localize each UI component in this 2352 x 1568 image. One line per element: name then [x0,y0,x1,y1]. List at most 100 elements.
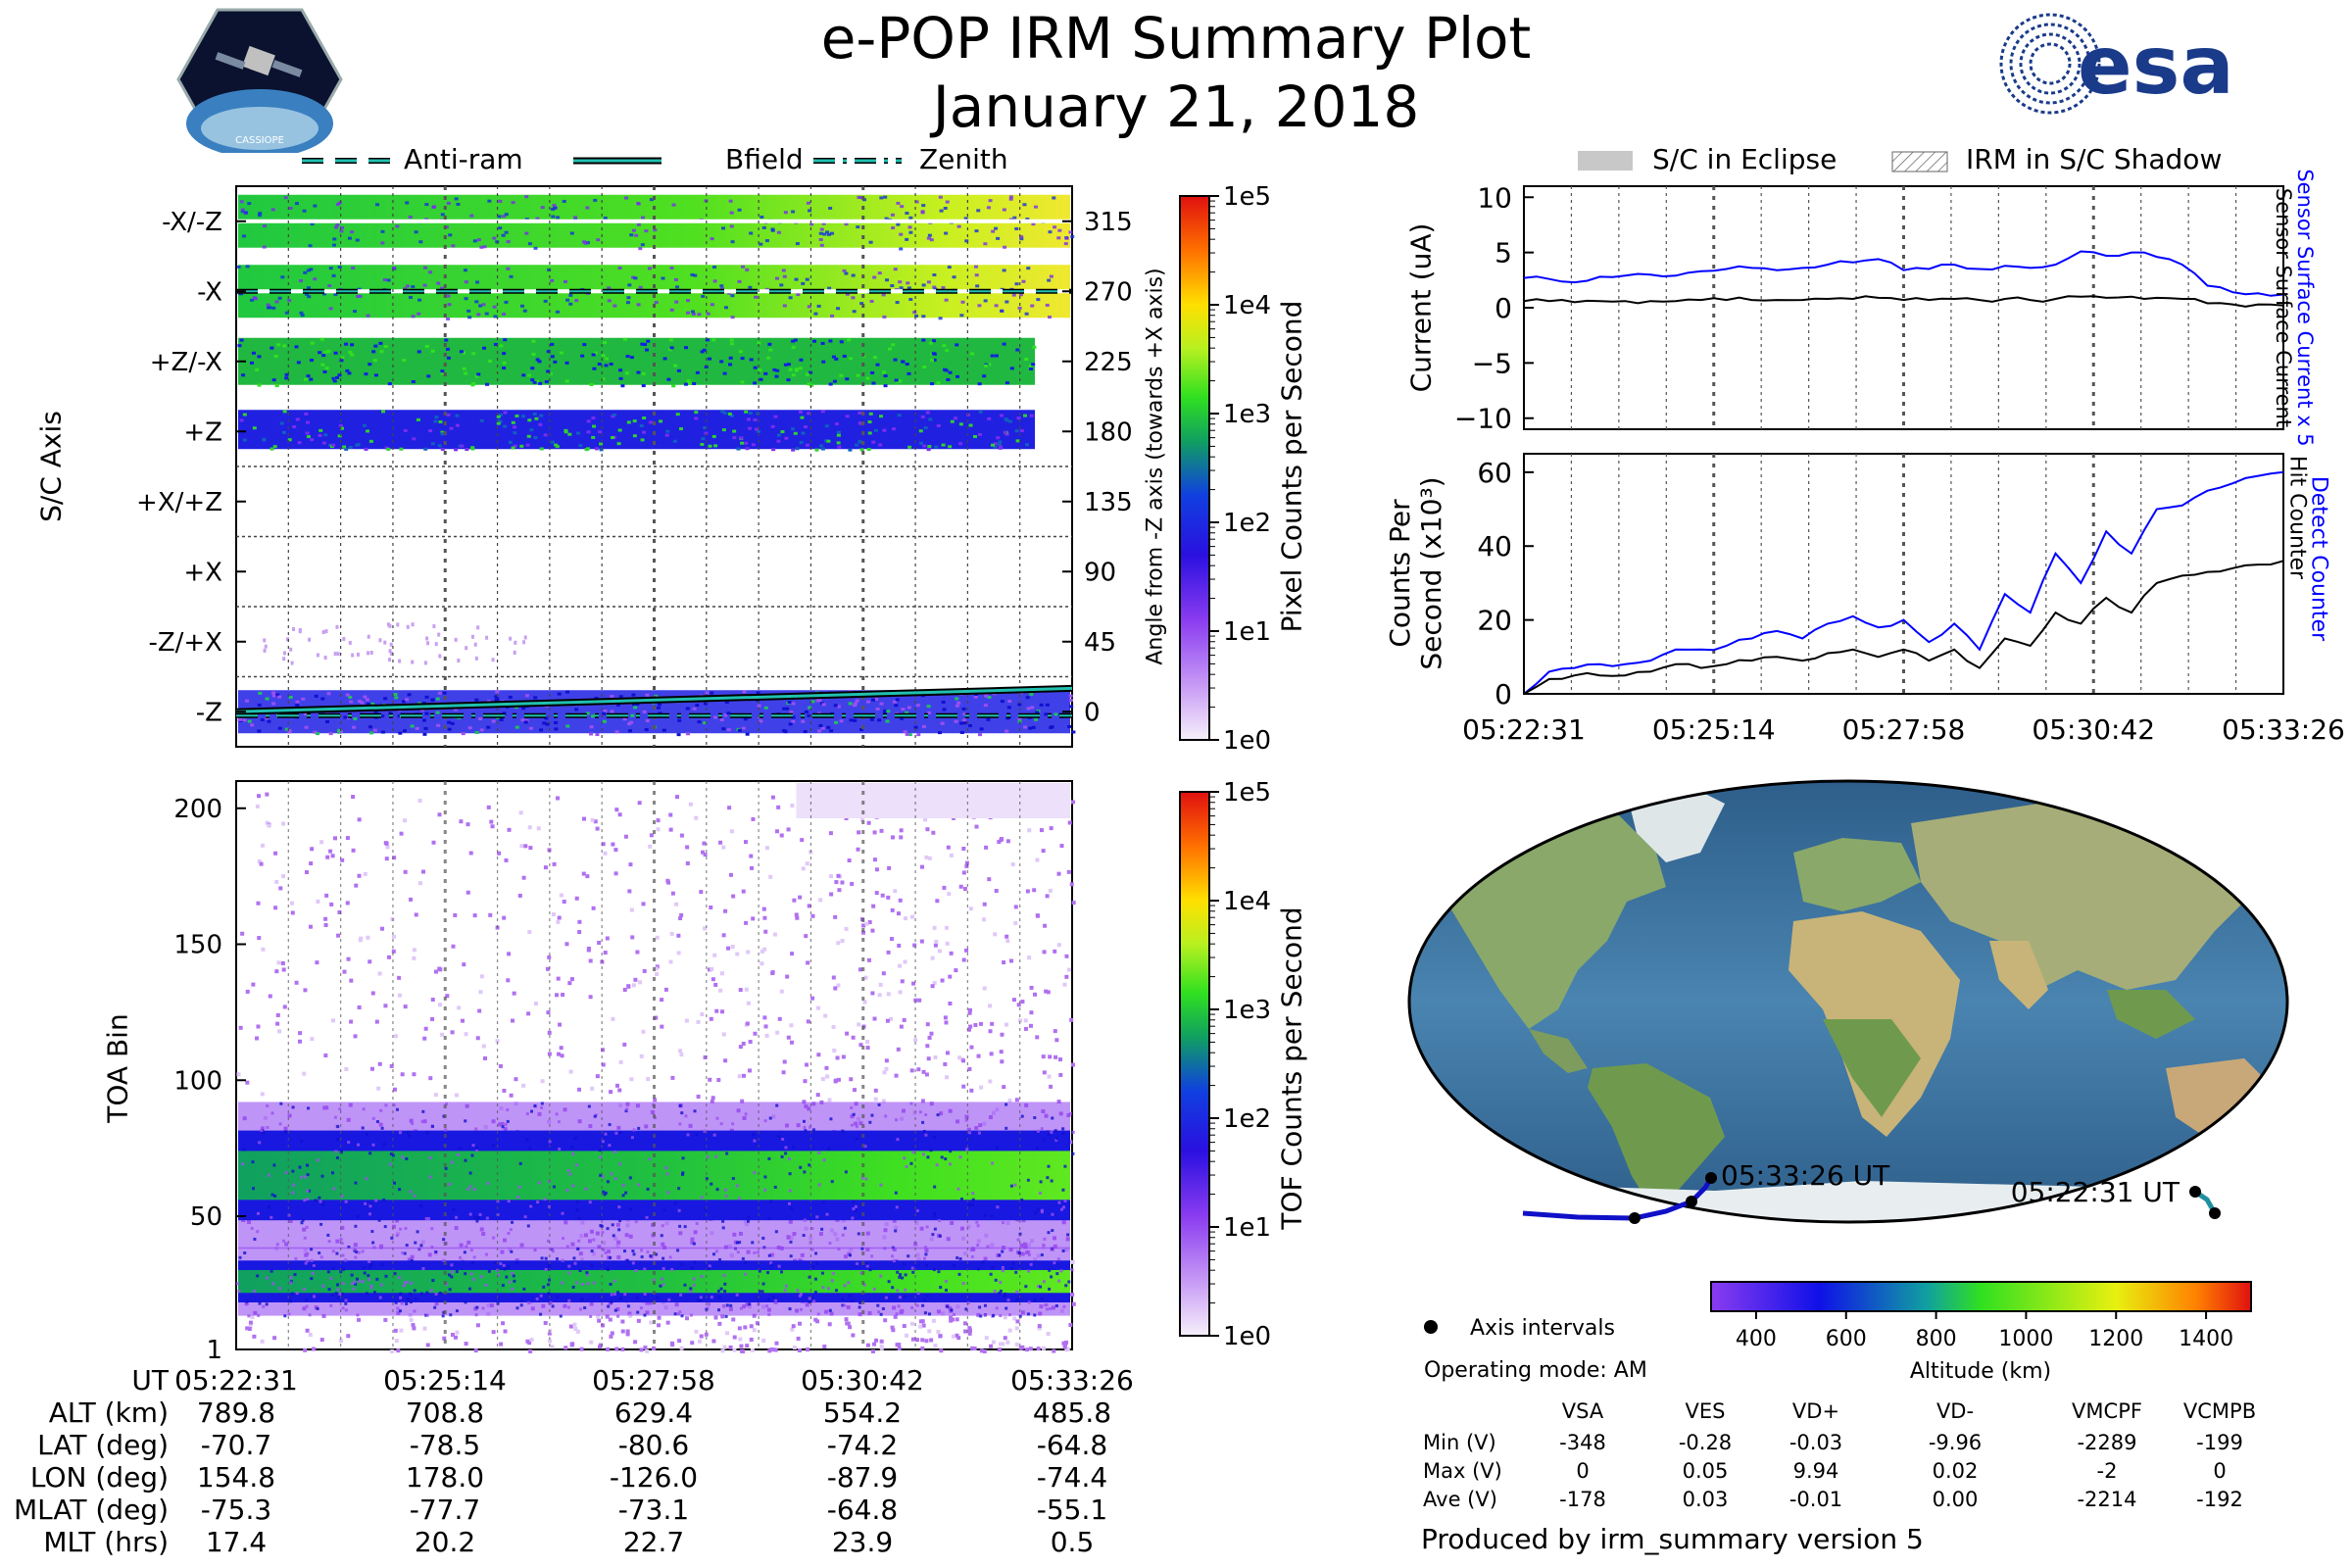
toa-band-noise [253,1290,257,1294]
toa-band-noise [552,1185,556,1189]
sc-band-noise [950,419,955,423]
sc-band-noise [306,286,311,290]
toa-noise [800,838,805,843]
toa-noise [507,952,512,956]
sc-band-noise [348,350,353,354]
sc-band-noise [1011,293,1016,297]
sc-band-noise [834,357,839,361]
sc-band-noise [900,205,905,209]
sc-band-noise [855,443,859,447]
toa-band-noise [340,1292,344,1296]
toa-band-noise [767,1216,771,1220]
sc-band-noise [668,348,673,352]
toa-band-noise [603,1193,607,1197]
toa-band-noise [921,1120,925,1124]
toa-noise [428,1076,433,1081]
toa-band-noise [318,1251,321,1255]
sc-band-noise [730,240,735,244]
sc-band-noise [868,412,873,416]
toa-noise [309,861,314,866]
toa-noise [828,874,833,879]
toa-noise [732,1335,737,1340]
sc-band-noise [766,356,771,360]
toa-noise [961,1058,966,1063]
sc-band-noise [274,300,279,304]
toa-band-noise [338,1107,342,1111]
toa-band-noise [250,1226,254,1230]
voltage-row-label: Min (V) [1423,1431,1496,1454]
sc-band-noise [364,447,368,451]
toa-band-noise [433,1305,437,1309]
sc-band-noise [624,371,629,375]
toa-band-noise [551,1250,555,1253]
toa-noise [502,1088,507,1093]
sc-band-noise [891,343,896,347]
sc-band-noise [729,342,734,346]
toa-noise [412,956,416,960]
toa-noise [660,1024,664,1029]
sc-band-noise [514,414,519,417]
toa-noise [870,991,875,996]
toa-band-noise [266,1103,270,1107]
toa-band-noise [416,1230,419,1234]
sc-band-noise [736,447,741,451]
toa-noise [609,1090,613,1095]
toa-band-noise [1014,1270,1018,1274]
sc-band-noise [705,691,710,695]
toa-band-noise [472,1188,476,1192]
sc-band-noise [615,703,620,707]
toa-noise [763,929,768,934]
toa-band-noise [811,1128,815,1132]
toa-noise [507,827,512,832]
toa-noise [265,820,270,825]
sc-band-noise [380,730,385,734]
toa-band-noise [949,1150,953,1153]
toa-band-noise [513,1279,516,1283]
sc-band-noise [796,293,801,297]
toa-noise [669,931,674,936]
toa-band-noise [787,1201,791,1205]
toa-noise [622,1042,627,1047]
toa-noise [898,898,903,903]
sc-band-noise [631,228,636,232]
toa-noise [547,955,552,959]
toa-noise [546,1010,551,1015]
sc-band-noise [344,342,349,346]
toa-noise [1057,1057,1062,1062]
toa-band-noise [718,1296,722,1299]
sc-tick-label: -Z [196,698,222,727]
toa-band-noise [368,1152,372,1155]
toa-noise [699,1334,704,1339]
toa-band-noise [335,1251,339,1255]
toa-noise [964,863,969,868]
sc-axis-panel: -X/-Z 315-X 270+Z/-X 225+Z 180+X/+Z 135+X 90-Z… [136,185,1133,748]
toa-band-noise [1020,1114,1024,1118]
sc-band-noise [712,715,717,719]
toa-band-noise [780,1154,784,1158]
toa-band-noise [458,1147,462,1151]
sc-band-noise [474,656,478,661]
toa-band-noise [457,1152,461,1156]
toa-band-noise [712,1252,716,1256]
toa-band-noise [887,1280,891,1284]
sc-band-noise [286,637,290,642]
ephemeris-value: 629.4 [613,1396,694,1429]
sc-band-noise [258,691,263,695]
sc-band-noise [1056,236,1061,240]
toa-noise [947,892,952,897]
sc-band-noise [503,338,508,342]
sc-band-noise [998,446,1003,450]
toa-noise [679,1053,684,1057]
toa-noise [608,1317,612,1322]
toa-band-noise [580,1298,584,1301]
sc-band-noise [955,343,959,347]
toa-noise [937,949,942,954]
sc-band-noise [828,382,833,386]
toa-noise [628,1313,633,1318]
sc-band-noise [1026,707,1031,710]
sc-band-noise [388,658,392,662]
sc-band-noise [257,729,262,733]
sc-band-noise [304,412,309,416]
sc-band-noise [791,702,796,706]
toa-band-noise [567,1298,571,1302]
